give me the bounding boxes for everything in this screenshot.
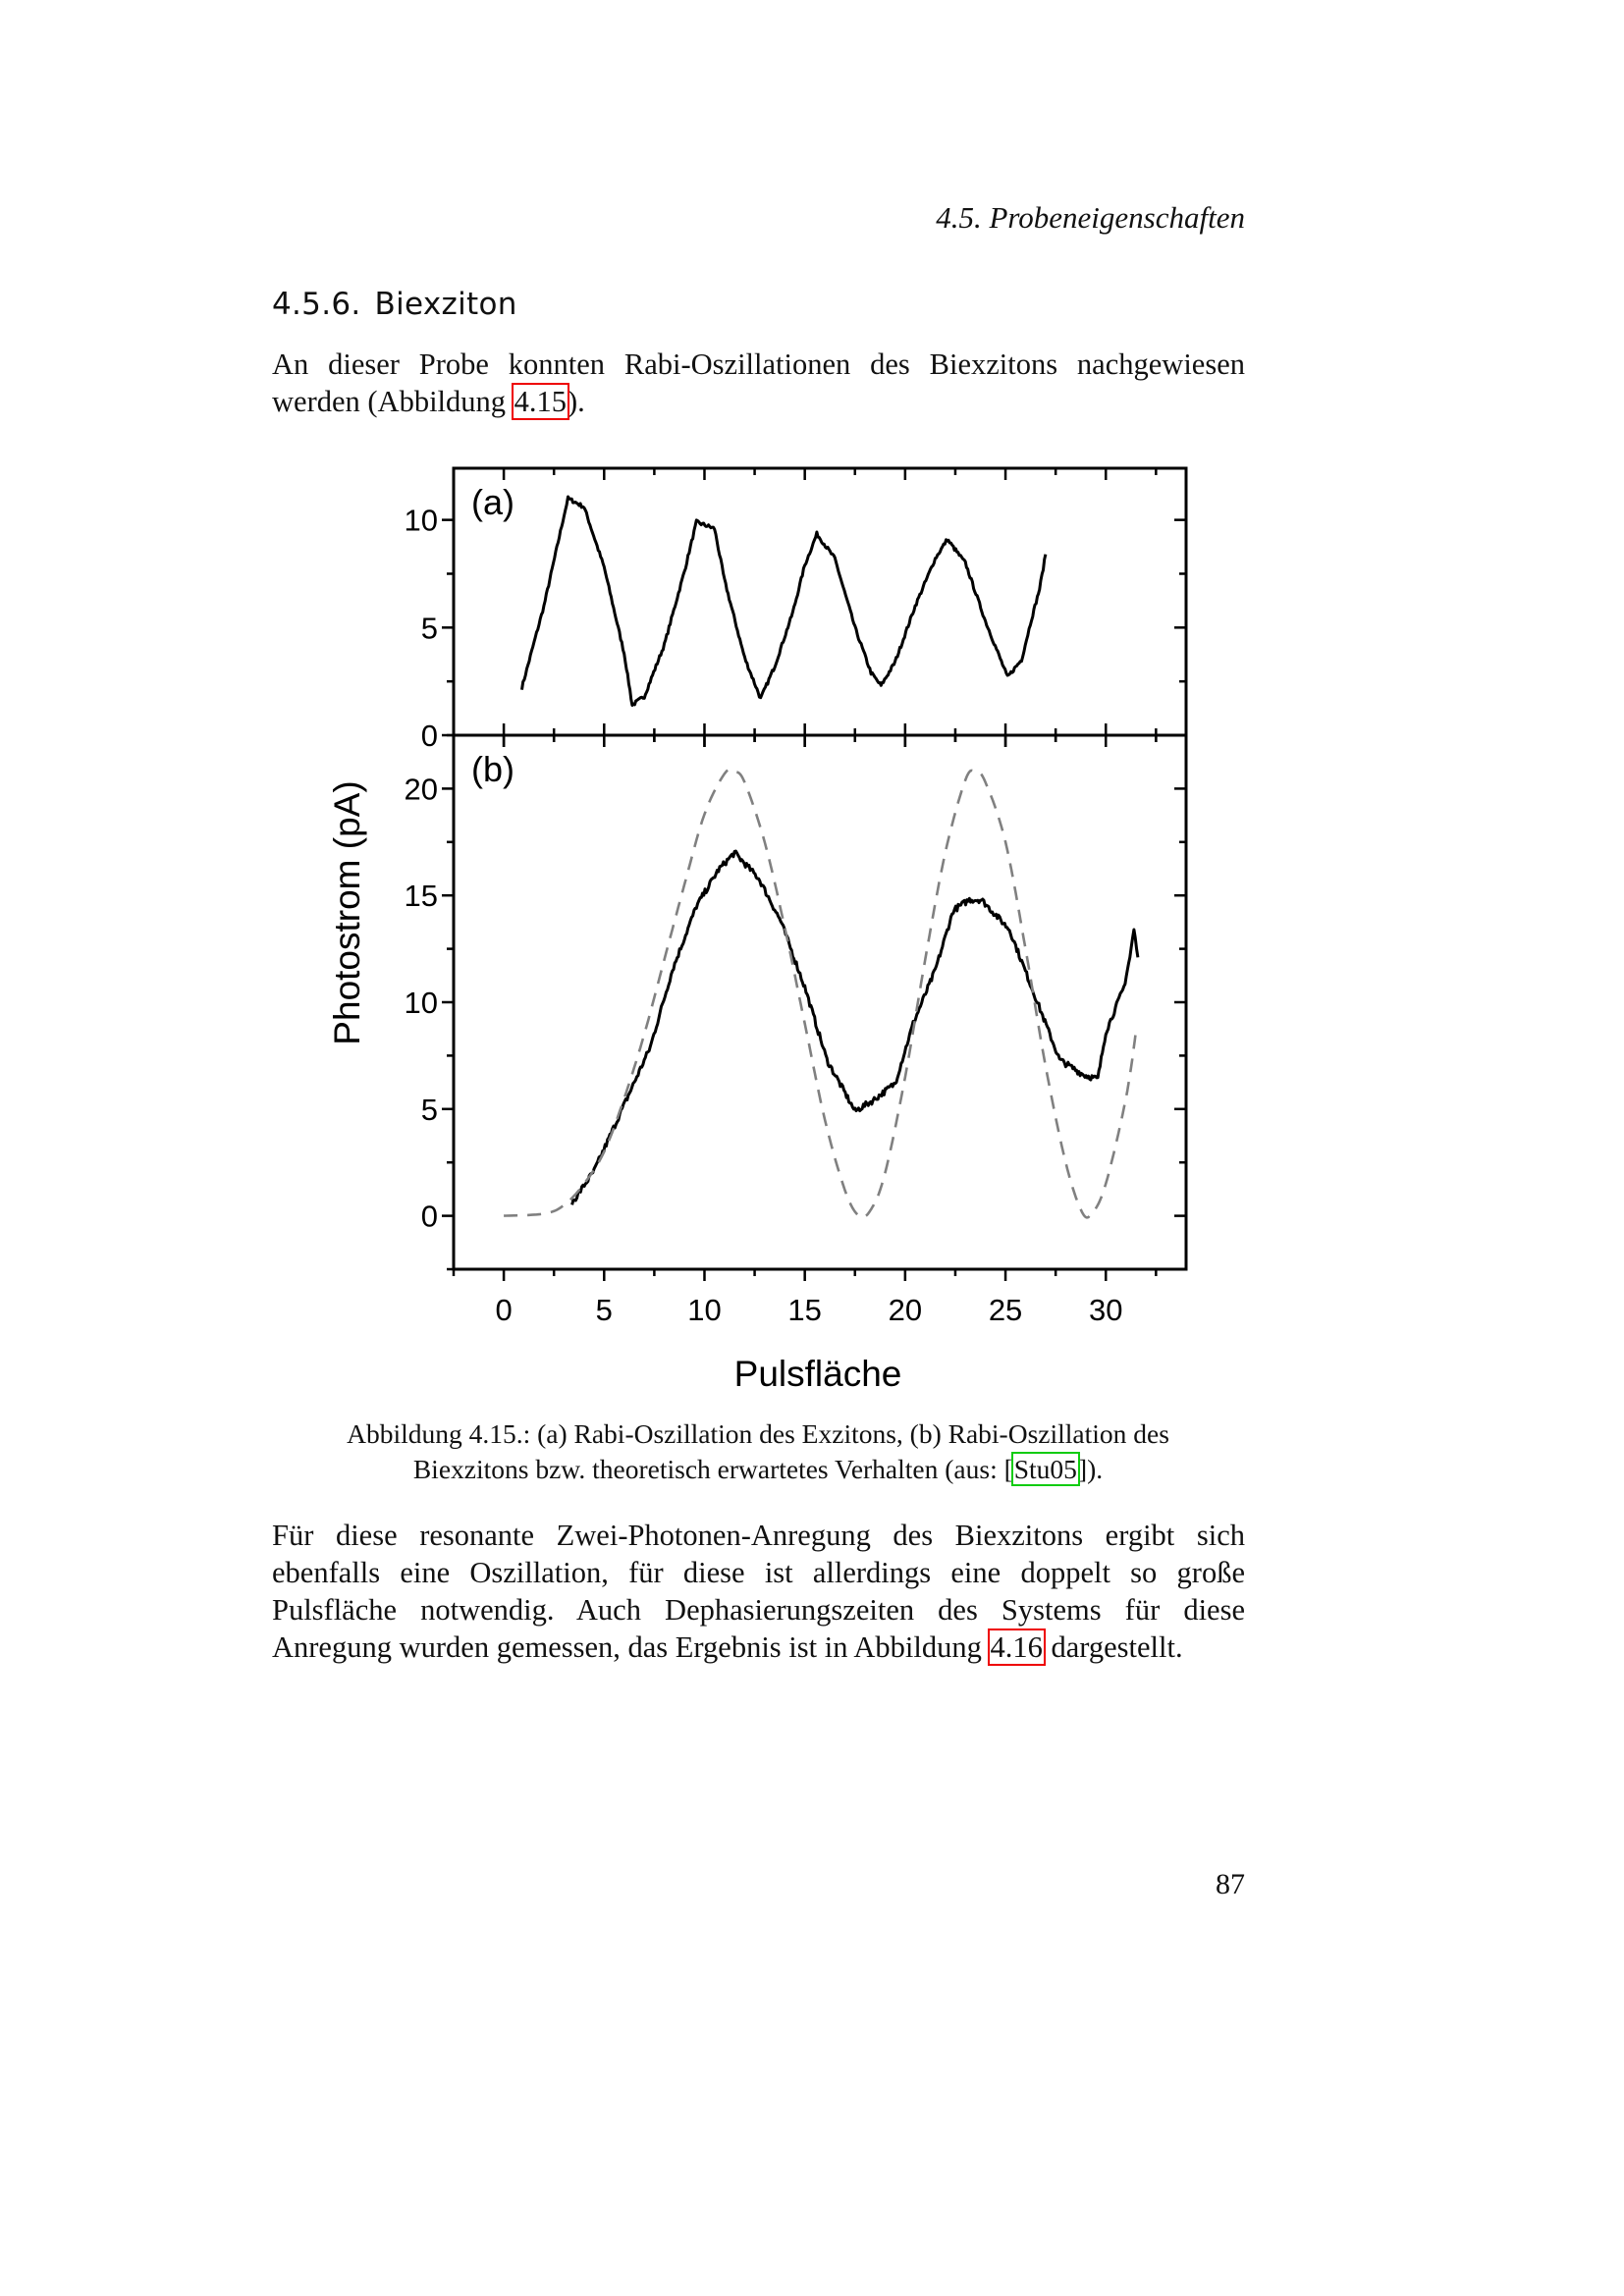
x-tick-label: 20	[889, 1293, 922, 1327]
x-tick-label: 10	[687, 1293, 721, 1327]
paragraph-intro: An dieser Probe konnten Rabi-Oszillation…	[272, 346, 1245, 420]
running-header: 4.5. Probeneigenschaften	[936, 200, 1245, 235]
panel-label: (b)	[471, 749, 514, 789]
page-number: 87	[1216, 1868, 1245, 1900]
paragraph-text: ).	[568, 385, 585, 418]
panel-b: 0 5 10 15 20 (b)	[405, 733, 1188, 1281]
measured-curve	[520, 495, 1048, 707]
paragraph-text: dargestellt.	[1043, 1630, 1183, 1664]
x-tick-label: 5	[596, 1293, 613, 1327]
y-tick-label: 15	[405, 879, 438, 913]
plot-frame	[452, 466, 1188, 737]
y-tick-label: 5	[421, 1093, 438, 1127]
figure-caption: Abbildung 4.15.: (a) Rabi-Oszillation de…	[295, 1416, 1221, 1487]
plot-frame	[452, 733, 1188, 1271]
theory-curve	[504, 768, 1138, 1219]
section-title: Biexziton	[374, 287, 517, 322]
y-tick-label: 10	[405, 504, 438, 538]
y-axis-label: Photostrom (pA)	[327, 780, 367, 1044]
x-tick-label: 0	[495, 1293, 512, 1327]
x-tick-label: 25	[989, 1293, 1022, 1327]
figure-link-4-16[interactable]: 4.16	[987, 1629, 1046, 1666]
paragraph-text: Für diese resonante Zwei-Photonen-Anregu…	[272, 1519, 1245, 1664]
y-tick-label: 10	[405, 986, 438, 1020]
x-axis-label: Pulsfläche	[734, 1354, 902, 1394]
paragraph-text: An dieser Probe konnten Rabi-Oszillation…	[272, 347, 1245, 418]
panel-label: (a)	[471, 482, 514, 522]
caption-text: ]).	[1077, 1454, 1104, 1484]
x-tick-label: 30	[1089, 1293, 1122, 1327]
section-number: 4.5.6.	[272, 287, 361, 322]
section-heading: 4.5.6. Biexziton	[272, 287, 531, 322]
caption-text: Abbildung 4.15.: (a) Rabi-Oszillation de…	[347, 1418, 1169, 1484]
panel-a: 0 5 10 (a)	[405, 466, 1188, 753]
figure-link-4-15[interactable]: 4.15	[511, 383, 570, 420]
x-tick-label: 15	[787, 1293, 821, 1327]
figure-rabi-oscillation: 0 5 10 (a) 0 5 10 15 20 (b) 0 5 10 15 20 25 30 Pulsfläche…	[327, 466, 1188, 1394]
y-tick-label: 0	[421, 719, 438, 753]
citation-link-stu05[interactable]: Stu05	[1010, 1452, 1080, 1486]
y-tick-label: 0	[421, 1200, 438, 1234]
paragraph-biexciton: Für diese resonante Zwei-Photonen-Anregu…	[272, 1517, 1245, 1666]
y-tick-label: 5	[421, 611, 438, 645]
y-tick-label: 20	[405, 772, 438, 806]
measured-curve	[570, 849, 1140, 1205]
